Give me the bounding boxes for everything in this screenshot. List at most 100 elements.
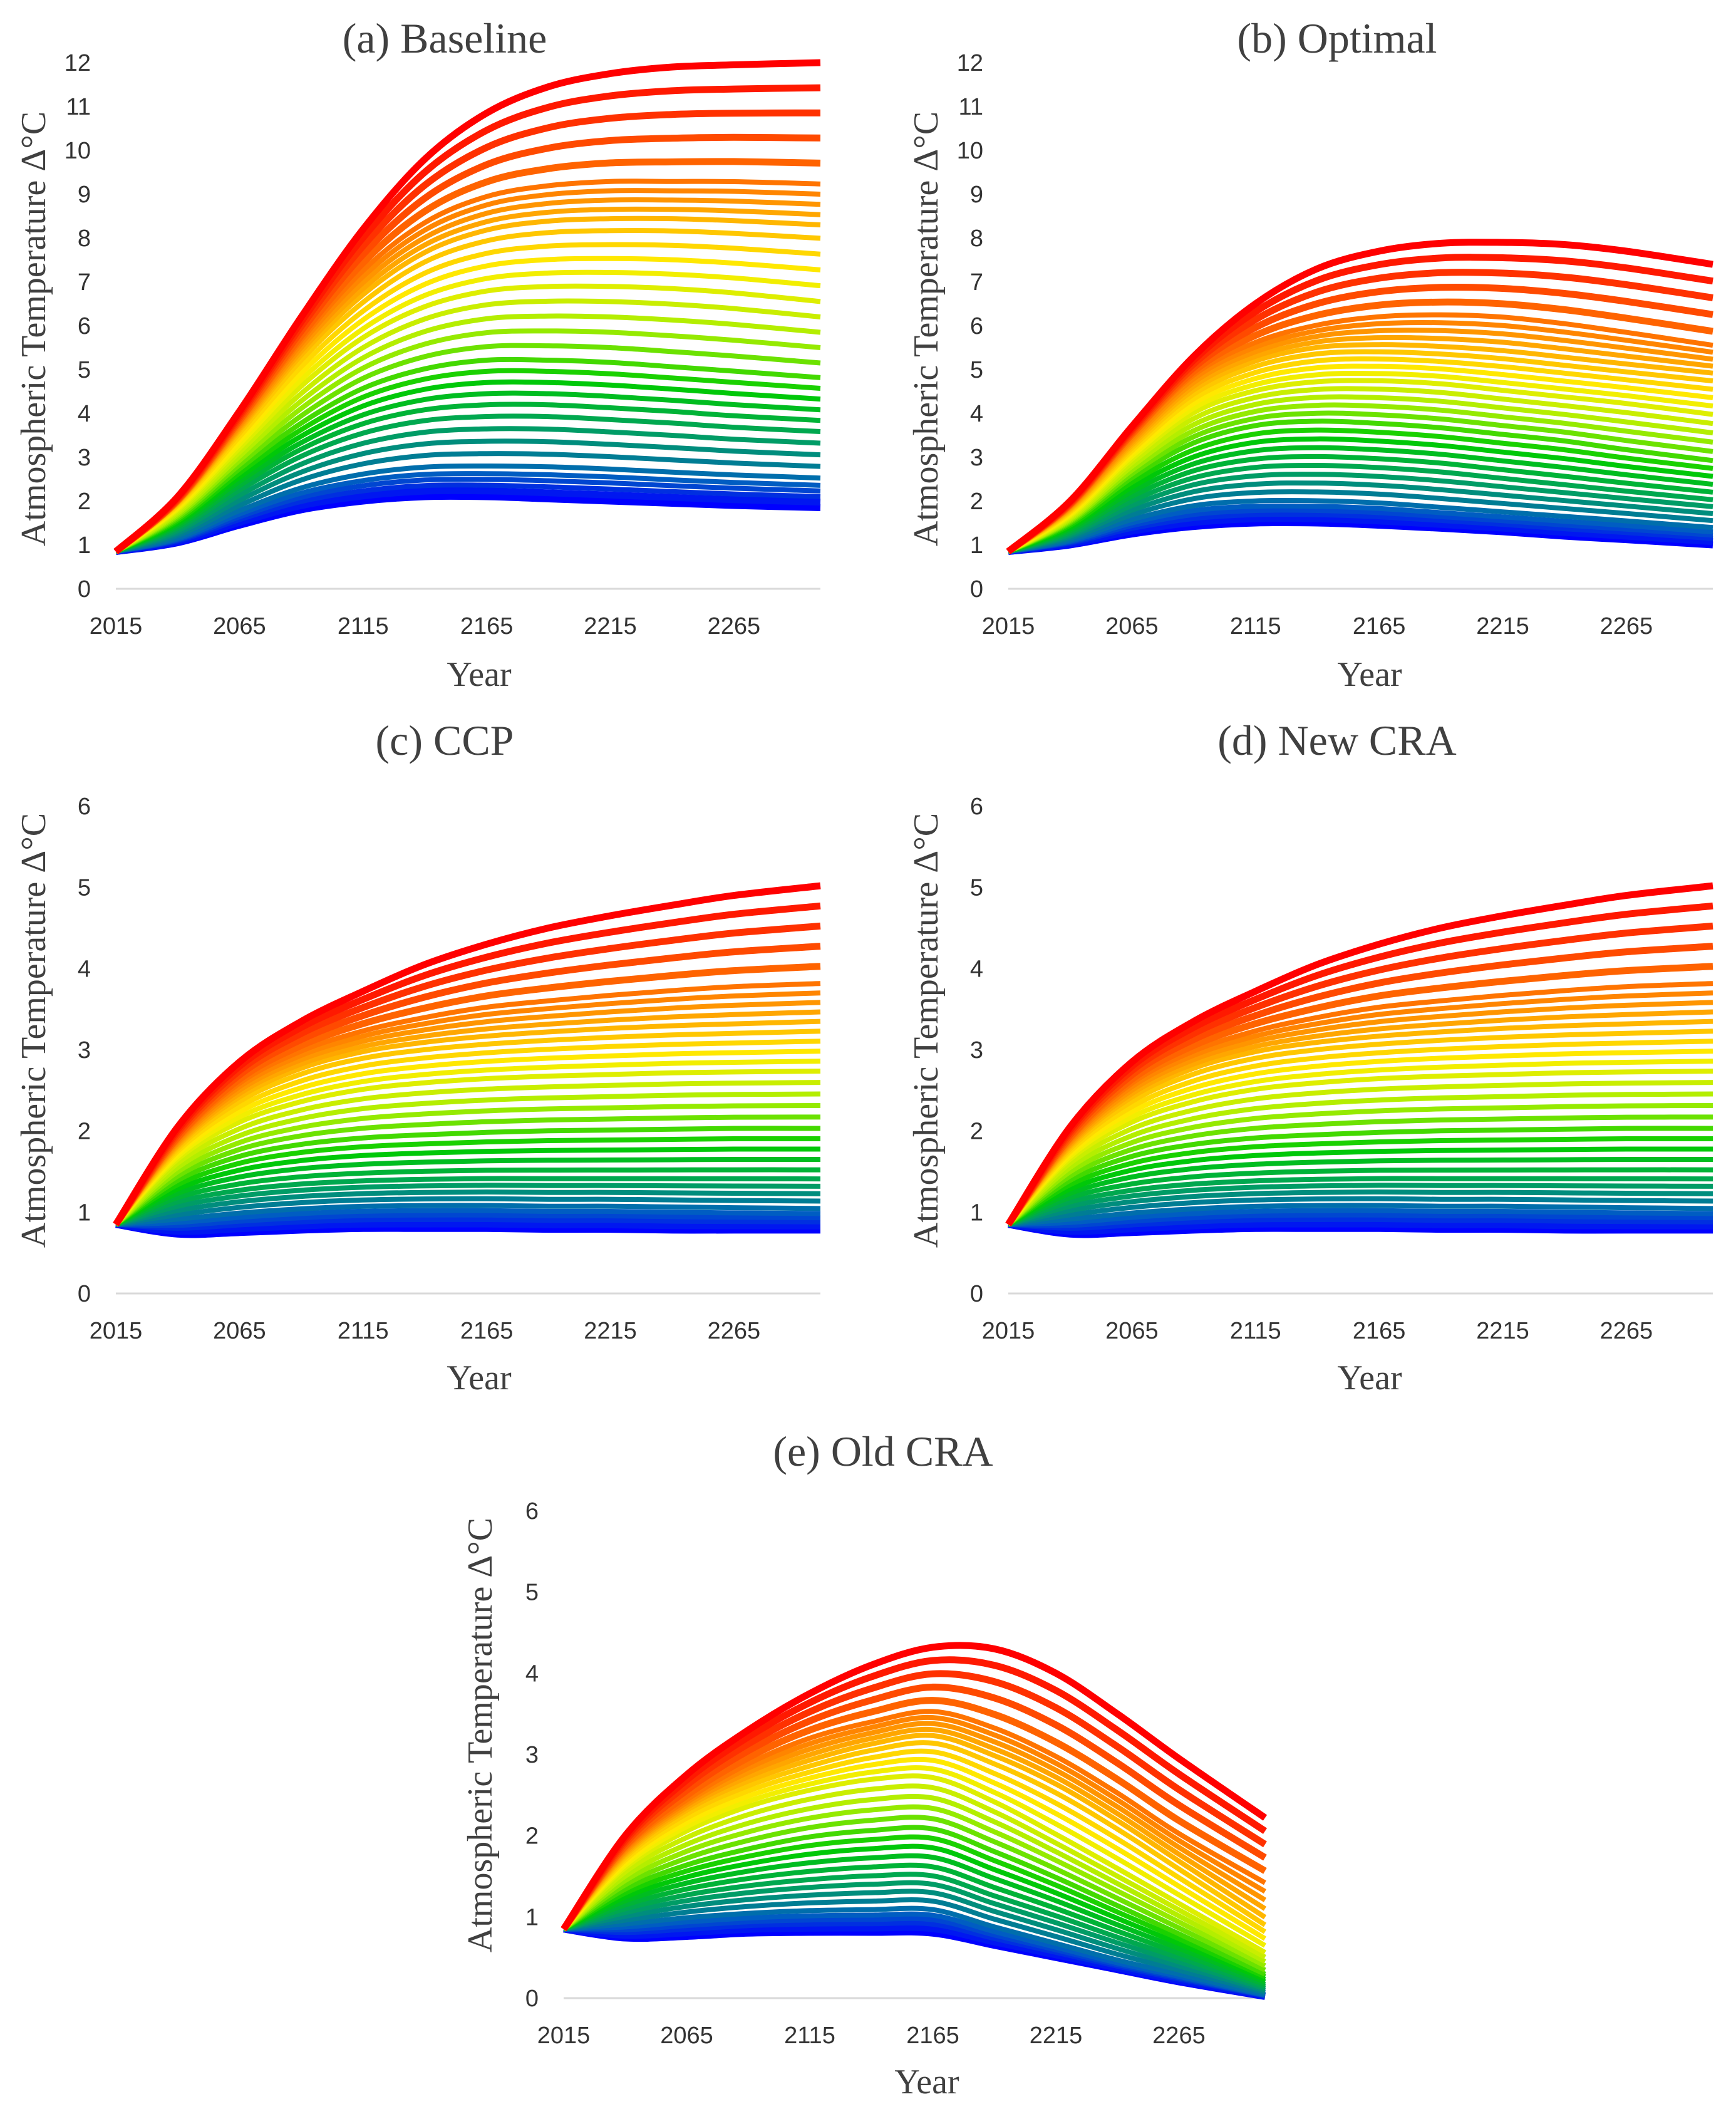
series-line-interpolated bbox=[1008, 1208, 1713, 1227]
series-line-interpolated bbox=[115, 1208, 821, 1227]
series-line-interpolated bbox=[562, 1756, 1267, 1941]
series-line-interpolated bbox=[1007, 453, 1713, 554]
series-line-interpolated bbox=[1006, 1103, 1713, 1226]
series-line-interpolated bbox=[1008, 480, 1713, 554]
series-line-interpolated bbox=[115, 1156, 820, 1227]
series-line-interpolated bbox=[114, 1114, 821, 1226]
y-axis-label: Atmospheric Temperature Δ°C bbox=[907, 111, 946, 546]
y-axis-label: Atmospheric Temperature Δ°C bbox=[14, 813, 53, 1248]
y-tick-label: 1 bbox=[525, 1904, 539, 1930]
y-tick-label: 3 bbox=[525, 1742, 539, 1768]
series-line-interpolated bbox=[115, 1220, 821, 1235]
series-line-interpolated bbox=[113, 1039, 821, 1226]
y-tick-label: 2 bbox=[525, 1823, 539, 1850]
series-line-interpolated bbox=[561, 1740, 1267, 1931]
y-tick-label: 9 bbox=[78, 182, 91, 208]
y-tick-label: 2 bbox=[78, 1119, 91, 1145]
x-axis-label: Year bbox=[894, 2063, 959, 2101]
series-line-interpolated bbox=[115, 463, 821, 554]
series-line-interpolated bbox=[562, 1872, 1266, 1989]
series-line-interpolated bbox=[562, 1773, 1266, 1955]
x-tick-label: 2265 bbox=[708, 613, 761, 640]
series-line-interpolated bbox=[562, 1783, 1266, 1960]
series-line-interpolated bbox=[1007, 1176, 1713, 1227]
x-tick-label: 2165 bbox=[460, 1318, 514, 1344]
series-line-interpolated bbox=[114, 1080, 821, 1226]
x-tick-label: 2115 bbox=[338, 613, 389, 640]
x-tick-label: 2265 bbox=[1152, 2023, 1206, 2049]
y-tick-label: 8 bbox=[970, 225, 983, 252]
series-line-interpolated bbox=[1006, 1029, 1713, 1226]
series-line-interpolated bbox=[115, 379, 821, 554]
x-tick-label: 2065 bbox=[1105, 1318, 1159, 1344]
series-line-interpolated bbox=[563, 1905, 1266, 1997]
x-axis-label: Year bbox=[1337, 655, 1402, 694]
series-line-interpolated bbox=[1008, 489, 1713, 554]
x-tick-label: 2065 bbox=[660, 2023, 713, 2049]
panel-title: (e) Old CRA bbox=[773, 1428, 993, 1475]
series-line-interpolated bbox=[1006, 1069, 1713, 1226]
series-line-interpolated bbox=[114, 328, 821, 554]
y-tick-label: 5 bbox=[78, 357, 91, 383]
y-tick-label: 9 bbox=[970, 182, 983, 208]
y-axis-label: Atmospheric Temperature Δ°C bbox=[461, 1518, 500, 1952]
y-tick-label: 7 bbox=[78, 269, 91, 296]
y-axis-label: Atmospheric Temperature Δ°C bbox=[907, 813, 946, 1248]
panel-ccp: (c) CCP Atmospheric Temperature Δ°C Year… bbox=[14, 717, 821, 1397]
y-tick-label: 12 bbox=[65, 50, 91, 76]
y-tick-label: 5 bbox=[970, 357, 983, 383]
series-line-interpolated bbox=[115, 402, 821, 554]
y-tick-label: 0 bbox=[78, 576, 91, 603]
panel-title: (b) Optimal bbox=[1237, 14, 1437, 62]
series-line-interpolated bbox=[562, 1862, 1266, 1987]
series-line-interpolated bbox=[1007, 1156, 1713, 1227]
series-line-interpolated bbox=[1008, 1220, 1713, 1235]
y-tick-label: 5 bbox=[78, 875, 91, 901]
series-line-interpolated bbox=[562, 1834, 1266, 1979]
panel-optimal: (b) Optimal Atmospheric Temperature Δ°C … bbox=[907, 14, 1713, 694]
y-tick-label: 10 bbox=[65, 138, 91, 164]
series-line-interpolated bbox=[115, 1167, 821, 1227]
y-tick-label: 4 bbox=[78, 401, 91, 427]
x-tick-label: 2165 bbox=[906, 2023, 959, 2049]
series-line-interpolated bbox=[114, 1059, 821, 1226]
x-axis-label: Year bbox=[447, 1359, 512, 1397]
x-tick-label: 2015 bbox=[982, 1318, 1035, 1344]
series-line-interpolated bbox=[1007, 427, 1713, 554]
series-line-lowest bbox=[115, 1221, 820, 1238]
y-tick-label: 2 bbox=[78, 489, 91, 515]
series-line-interpolated bbox=[114, 1103, 821, 1226]
x-tick-label: 2065 bbox=[213, 1318, 266, 1344]
y-tick-label: 11 bbox=[66, 94, 91, 120]
y-tick-label: 4 bbox=[970, 956, 983, 982]
y-tick-label: 6 bbox=[970, 313, 983, 339]
series-line-interpolated bbox=[115, 1212, 821, 1228]
series-line-interpolated bbox=[1006, 1136, 1713, 1227]
series-line-interpolated bbox=[114, 1136, 821, 1227]
series-line-interpolated bbox=[1008, 1189, 1713, 1227]
y-tick-label: 12 bbox=[957, 50, 983, 76]
series-line-interpolated bbox=[563, 1889, 1266, 1993]
series-line-interpolated bbox=[115, 451, 821, 554]
y-tick-label: 5 bbox=[970, 875, 983, 901]
series-line-interpolated bbox=[115, 1216, 821, 1231]
y-tick-label: 1 bbox=[78, 1200, 91, 1226]
series-line-highest bbox=[1006, 239, 1713, 554]
x-tick-label: 2215 bbox=[584, 1318, 637, 1344]
series-line-interpolated bbox=[562, 1853, 1266, 1984]
series-line-interpolated bbox=[562, 1748, 1267, 1934]
series-line-interpolated bbox=[1008, 503, 1713, 554]
x-tick-label: 2115 bbox=[1230, 613, 1281, 640]
series-line-interpolated bbox=[115, 1146, 821, 1227]
panel-old-cra: (e) Old CRA Atmospheric Temperature Δ°C … bbox=[461, 1428, 1268, 2101]
series-line-interpolated bbox=[114, 1126, 821, 1227]
series-line-interpolated bbox=[1008, 1212, 1713, 1228]
series-line-interpolated bbox=[115, 390, 821, 554]
series-line-interpolated bbox=[562, 1825, 1266, 1977]
series-line-highest bbox=[113, 59, 821, 554]
series-line-interpolated bbox=[561, 1683, 1267, 1932]
series-line-interpolated bbox=[115, 356, 821, 554]
y-tick-label: 3 bbox=[970, 445, 983, 471]
x-tick-label: 2015 bbox=[982, 613, 1035, 640]
y-tick-label: 6 bbox=[970, 794, 983, 820]
